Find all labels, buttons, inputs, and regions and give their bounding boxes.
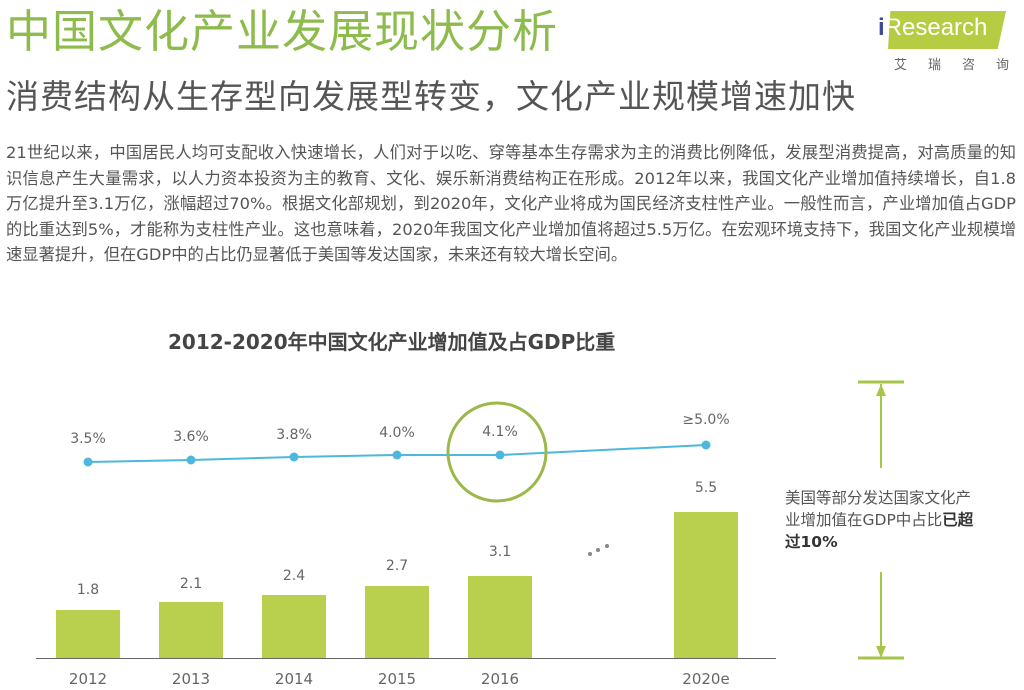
iresearch-logo: iResearch 艾瑞咨询 bbox=[872, 6, 1012, 76]
line-label: ≥5.0% bbox=[682, 412, 730, 428]
bar-2014 bbox=[262, 595, 326, 658]
bar-2020e bbox=[674, 512, 738, 658]
x-axis-line bbox=[36, 658, 776, 659]
gdp-share-line bbox=[87, 444, 707, 463]
x-axis-label: 2014 bbox=[274, 670, 314, 688]
intro-paragraph: 21世纪以来，中国居民人均可支配收入快速增长，人们对于以吃、穿等基本生存需求为主… bbox=[6, 143, 1016, 264]
arrow-head-up bbox=[876, 384, 886, 396]
chart-title: 2012-2020年中国文化产业增加值及占GDP比重 bbox=[168, 330, 616, 354]
line-label: 3.6% bbox=[173, 429, 209, 445]
line-label: 4.0% bbox=[379, 425, 415, 441]
ellipsis-dot bbox=[588, 552, 592, 556]
line-point-2013 bbox=[186, 455, 196, 465]
bar-label: 2.1 bbox=[179, 576, 203, 592]
x-axis-label: 2020e bbox=[682, 670, 730, 688]
bar-label: 2.4 bbox=[282, 568, 306, 584]
page-subtitle: 消费结构从生存型向发展型转变，文化产业规模增速加快 bbox=[6, 77, 856, 116]
line-point-2020e bbox=[701, 440, 711, 450]
bar-label: 5.5 bbox=[694, 480, 718, 496]
ellipsis-dot bbox=[605, 544, 609, 548]
line-label: 4.1% bbox=[482, 424, 518, 440]
bar-label: 2.7 bbox=[385, 558, 409, 574]
line-point-2012 bbox=[83, 457, 93, 467]
logo-wordmark: iResearch bbox=[878, 14, 988, 41]
logo-badge bbox=[888, 11, 1006, 49]
ellipsis-dot bbox=[596, 548, 600, 552]
bar-label: 3.1 bbox=[488, 544, 512, 560]
line-label: 3.5% bbox=[70, 431, 106, 447]
x-axis-label: 2015 bbox=[377, 670, 417, 688]
bar-label: 1.8 bbox=[76, 582, 100, 598]
line-label: 3.8% bbox=[276, 427, 312, 443]
line-point-2016 bbox=[495, 450, 505, 460]
comparison-note: 美国等部分发达国家文化产业增加值在GDP中占比已超过10% bbox=[785, 489, 974, 551]
bar-2012 bbox=[56, 610, 120, 658]
bar-2013 bbox=[159, 602, 223, 658]
highlight-circle bbox=[446, 401, 548, 503]
line-point-2015 bbox=[392, 450, 402, 460]
x-axis-label: 2013 bbox=[171, 670, 211, 688]
x-axis-label: 2012 bbox=[68, 670, 108, 688]
bar-2015 bbox=[365, 586, 429, 658]
line-point-2014 bbox=[289, 452, 299, 462]
bar-2016 bbox=[468, 576, 532, 658]
logo-chinese-name: 艾瑞咨询 bbox=[894, 58, 1009, 73]
x-axis-label: 2016 bbox=[480, 670, 520, 688]
arrow-head-down bbox=[876, 646, 886, 658]
page-title: 中国文化产业发展现状分析 bbox=[6, 5, 559, 58]
